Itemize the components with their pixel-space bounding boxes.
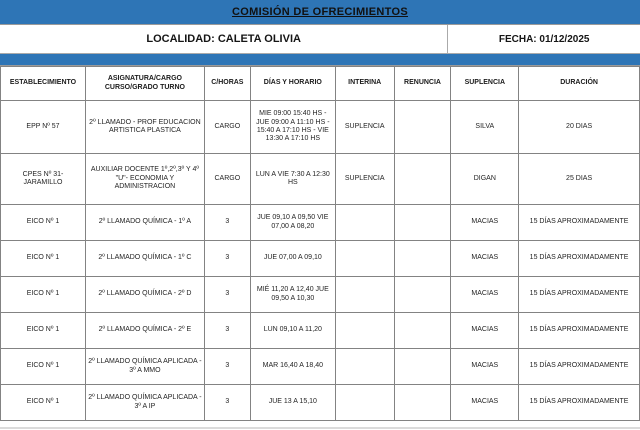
offers-table: ESTABLECIMIENTO ASIGNATURA/CARGO CURSO/GR…	[0, 66, 640, 421]
table-cell: AUXILIAR DOCENTE 1º,2º,3º Y 4º "U"- ECON…	[84, 153, 205, 205]
scan-shadow	[0, 427, 640, 429]
table-cell: JUE 13 A 15,10	[249, 384, 336, 421]
column-header: INTERINA	[334, 66, 395, 101]
column-header: DURACIÓN	[518, 66, 640, 101]
table-cell: 2º LLAMADO QUÍMICA APLICADA - 3º A MMO	[84, 348, 205, 385]
table-cell	[393, 240, 452, 277]
table-cell: 15 DÍAS APROXIMADAMENTE	[518, 348, 640, 385]
blue-separator-band	[0, 54, 640, 66]
table-cell: EICO Nº 1	[0, 348, 86, 385]
title-band: COMISIÓN DE OFRECIMIENTOS	[0, 0, 640, 25]
table-cell: MACIAS	[450, 312, 520, 349]
table-cell: 3	[203, 384, 251, 421]
table-cell: 2º LLAMADO QUÍMICA - 2º D	[84, 276, 205, 313]
table-cell: 15 DÍAS APROXIMADAMENTE	[518, 276, 640, 313]
table-cell: SILVA	[450, 100, 520, 154]
table-cell	[334, 348, 395, 385]
table-cell: MACIAS	[450, 276, 520, 313]
table-cell	[393, 312, 452, 349]
table-cell: 15 DÍAS APROXIMADAMENTE	[518, 204, 640, 241]
table-cell: 3	[203, 276, 251, 313]
table-cell: JUE 09,10 A 09,50 VIE 07,00 A 08,20	[249, 204, 336, 241]
table-cell	[393, 204, 452, 241]
table-cell: 3	[203, 348, 251, 385]
localidad-fecha-row: LOCALIDAD: CALETA OLIVIA FECHA: 01/12/20…	[0, 25, 640, 54]
table-cell: CPES Nº 31- JARAMILLO	[0, 153, 86, 205]
table-cell	[334, 312, 395, 349]
table-cell: SUPLENCIA	[334, 153, 395, 205]
table-row: EICO Nº 1 2º LLAMADO QUÍMICA APLICADA - 3…	[0, 348, 640, 385]
table-cell: 2º LLAMADO QUÍMICA - 1º A	[84, 204, 205, 241]
table-cell: CARGO	[203, 100, 251, 154]
column-header: ESTABLECIMIENTO	[0, 66, 86, 101]
table-cell: 3	[203, 312, 251, 349]
table-cell: MIE 09:00 15:40 HS - JUE 09:00 A 11:10 H…	[249, 100, 336, 154]
table-cell: EICO Nº 1	[0, 240, 86, 277]
table-cell	[393, 384, 452, 421]
table-cell: 15 DÍAS APROXIMADAMENTE	[518, 240, 640, 277]
table-cell: EICO Nº 1	[0, 204, 86, 241]
table-row: CPES Nº 31- JARAMILLO AUXILIAR DOCENTE 1º…	[0, 153, 640, 205]
table-cell: EICO Nº 1	[0, 312, 86, 349]
table-cell: 2º LLAMADO QUÍMICA - 2º E	[84, 312, 205, 349]
table-row: EICO Nº 1 2º LLAMADO QUÍMICA - 2º D 3 MIÉ 1…	[0, 276, 640, 313]
table-row: EICO Nº 1 2º LLAMADO QUÍMICA APLICADA - 3…	[0, 384, 640, 421]
fecha-label: FECHA: 01/12/2025	[447, 25, 640, 53]
column-header: DÍAS Y HORARIO	[249, 66, 336, 101]
column-header: C/HORAS	[203, 66, 251, 101]
table-cell	[393, 100, 452, 154]
table-cell	[393, 153, 452, 205]
table-cell: EPP Nº 57	[0, 100, 86, 154]
column-header: SUPLENCIA	[450, 66, 520, 101]
table-row: EPP Nº 57 2º LLAMADO - PROF EDUCACION ART…	[0, 100, 640, 154]
page-title: COMISIÓN DE OFRECIMIENTOS	[232, 6, 408, 18]
table-cell: 15 DÍAS APROXIMADAMENTE	[518, 384, 640, 421]
table-cell: MACIAS	[450, 348, 520, 385]
table-cell: EICO Nº 1	[0, 384, 86, 421]
table-cell: CARGO	[203, 153, 251, 205]
column-header: ASIGNATURA/CARGO CURSO/GRADO TURNO	[84, 66, 205, 101]
table-row: EICO Nº 1 2º LLAMADO QUÍMICA - 1º A 3 JUE 0…	[0, 204, 640, 241]
table-cell: EICO Nº 1	[0, 276, 86, 313]
table-cell: 2º LLAMADO QUÍMICA APLICADA - 3º A IP	[84, 384, 205, 421]
table-cell	[334, 204, 395, 241]
table-cell: MIÉ 11,20 A 12,40 JUE 09,50 A 10,30	[249, 276, 336, 313]
table-cell: 3	[203, 204, 251, 241]
table-cell: SUPLENCIA	[334, 100, 395, 154]
localidad-label: LOCALIDAD: CALETA OLIVIA	[146, 33, 301, 45]
table-cell: MACIAS	[450, 384, 520, 421]
table-cell	[334, 276, 395, 313]
table-cell: JUE 07,00 A 09,10	[249, 240, 336, 277]
column-header: RENUNCIA	[393, 66, 452, 101]
table-cell: LUN A VIE 7:30 A 12:30 HS	[249, 153, 336, 205]
table-row: EICO Nº 1 2º LLAMADO QUÍMICA - 1º C 3 JUE 0…	[0, 240, 640, 277]
table-cell	[393, 348, 452, 385]
table-row: EICO Nº 1 2º LLAMADO QUÍMICA - 2º E 3 LUN 0…	[0, 312, 640, 349]
table-cell: 2º LLAMADO QUÍMICA - 1º C	[84, 240, 205, 277]
table-cell: 3	[203, 240, 251, 277]
table-cell: LUN 09,10 A 11,20	[249, 312, 336, 349]
table-cell: MACIAS	[450, 240, 520, 277]
table-cell: MAR 16,40 A 18,40	[249, 348, 336, 385]
table-cell: 20 DIAS	[518, 100, 640, 154]
table-cell	[334, 240, 395, 277]
table-header-row: ESTABLECIMIENTO ASIGNATURA/CARGO CURSO/GR…	[0, 66, 640, 101]
table-cell: 25 DIAS	[518, 153, 640, 205]
table-cell	[334, 384, 395, 421]
table-cell: 15 DÍAS APROXIMADAMENTE	[518, 312, 640, 349]
table-cell: 2º LLAMADO - PROF EDUCACION ARTISTICA PL…	[84, 100, 205, 154]
table-cell: DIGAN	[450, 153, 520, 205]
table-cell	[393, 276, 452, 313]
table-cell: MACIAS	[450, 204, 520, 241]
